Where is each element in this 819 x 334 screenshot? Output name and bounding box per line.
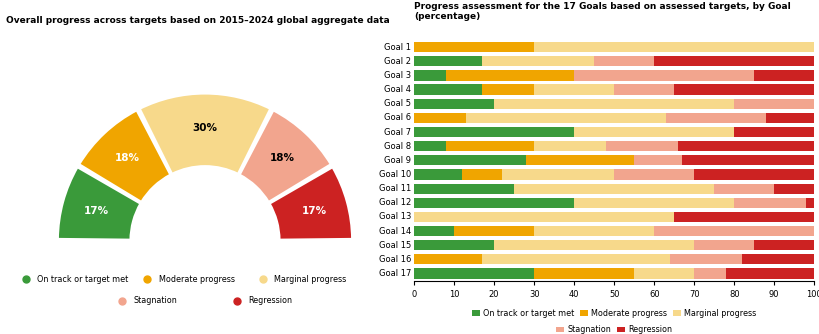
Wedge shape [239,110,331,202]
Bar [414,212,673,222]
Text: Stagnation: Stagnation [133,296,177,305]
Bar [482,254,669,265]
Bar [613,169,694,180]
Wedge shape [79,110,170,202]
Bar [753,70,813,80]
Bar [482,56,594,66]
Bar [765,113,813,123]
Text: Regression: Regression [248,296,292,305]
Bar [414,169,462,180]
Bar [462,169,501,180]
Bar [805,198,813,208]
Bar [733,198,805,208]
Text: 30%: 30% [192,123,217,133]
Bar [501,169,613,180]
Bar [414,198,573,208]
Bar [414,56,482,66]
Text: Overall progress across targets based on 2015–2024 global aggregate data: Overall progress across targets based on… [7,16,390,25]
Bar [414,42,533,52]
Bar [613,85,673,95]
Wedge shape [57,167,141,240]
Bar [533,226,654,236]
Text: 17%: 17% [301,206,326,216]
Bar [533,85,613,95]
Bar [494,240,694,250]
Bar [573,127,733,137]
Bar [681,155,813,165]
Text: Progress assessment for the 17 Goals based on assessed targets, by Goal
(percent: Progress assessment for the 17 Goals bas… [414,2,790,21]
Bar [414,70,446,80]
Bar [446,70,573,80]
Bar [633,269,694,279]
Wedge shape [269,167,352,240]
Bar [654,56,813,66]
Bar [482,85,533,95]
Bar [633,155,681,165]
Legend: Stagnation, Regression: Stagnation, Regression [555,325,672,334]
Bar [414,99,494,109]
Bar [414,240,494,250]
Bar [605,141,677,151]
Bar [454,226,533,236]
Bar [414,113,465,123]
Bar [654,226,813,236]
Bar [414,155,526,165]
Bar [726,269,813,279]
Bar [733,99,813,109]
Text: Moderate progress: Moderate progress [159,275,234,284]
Text: 17%: 17% [84,206,108,216]
Bar [694,240,753,250]
Bar [533,42,813,52]
Bar [594,56,654,66]
Bar [665,113,765,123]
Bar [414,269,533,279]
Bar [673,212,813,222]
Bar [694,269,726,279]
Text: 18%: 18% [115,153,140,163]
Bar [414,85,482,95]
Bar [733,127,813,137]
Bar [573,198,733,208]
Bar [713,183,773,194]
Bar [465,113,665,123]
Bar [514,183,713,194]
Bar [573,70,753,80]
Bar [773,183,813,194]
Bar [494,99,733,109]
Text: 18%: 18% [269,153,295,163]
Bar [414,141,446,151]
Bar [414,254,482,265]
Bar [533,269,633,279]
Bar [741,254,813,265]
Bar [414,127,573,137]
Bar [526,155,633,165]
Bar [414,226,454,236]
Bar [673,85,813,95]
Text: Marginal progress: Marginal progress [274,275,346,284]
Bar [414,183,514,194]
Wedge shape [139,93,270,174]
Bar [446,141,533,151]
Bar [533,141,605,151]
Text: On track or target met: On track or target met [37,275,129,284]
Bar [677,141,813,151]
Bar [753,240,813,250]
Bar [669,254,741,265]
Bar [694,169,813,180]
